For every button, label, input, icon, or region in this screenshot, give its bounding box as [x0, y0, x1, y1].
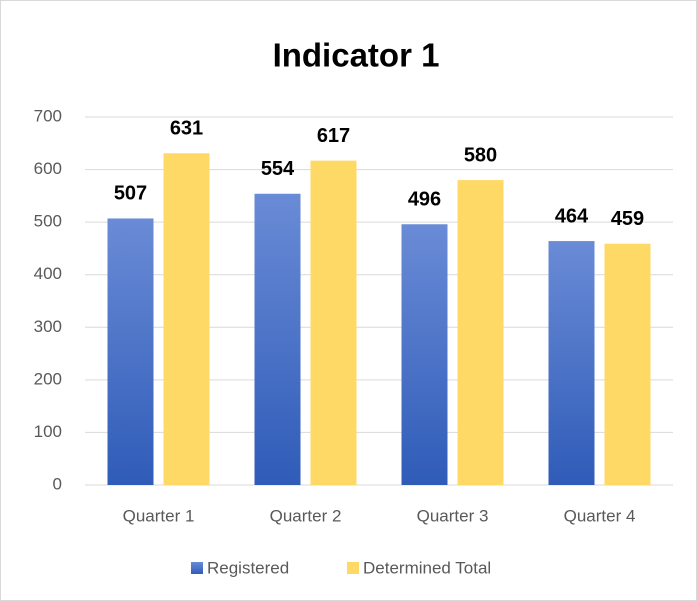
bar: [604, 243, 651, 485]
data-label: 507: [114, 183, 147, 205]
bar: [548, 241, 595, 485]
data-label: 459: [611, 208, 644, 230]
y-tick-label: 100: [34, 422, 62, 441]
x-tick-label: Quarter 2: [270, 506, 342, 525]
data-label: 617: [317, 125, 350, 147]
legend-label: Determined Total: [363, 558, 491, 577]
y-tick-label: 200: [34, 369, 62, 388]
data-label: 631: [170, 118, 203, 140]
data-label: 554: [261, 158, 295, 180]
x-tick-label: Quarter 1: [123, 506, 195, 525]
bar: [107, 218, 154, 485]
y-tick-label: 400: [34, 264, 62, 283]
bar: [401, 224, 448, 485]
data-label: 464: [555, 205, 589, 227]
x-tick-label: Quarter 3: [417, 506, 489, 525]
data-label: 580: [464, 144, 497, 166]
legend-swatch: [347, 562, 359, 574]
bar: [310, 160, 357, 486]
y-tick-label: 600: [34, 159, 62, 178]
chart-title: Indicator 1: [273, 37, 440, 74]
legend-label: Registered: [207, 558, 289, 577]
y-tick-label: 0: [53, 474, 62, 493]
x-tick-label: Quarter 4: [564, 506, 636, 525]
y-tick-label: 700: [34, 106, 62, 125]
bar: [457, 180, 504, 486]
bar: [254, 193, 301, 486]
data-label: 496: [408, 189, 441, 211]
y-tick-label: 300: [34, 317, 62, 336]
y-tick-label: 500: [34, 212, 62, 231]
legend-swatch: [191, 562, 203, 574]
bar: [163, 153, 210, 485]
